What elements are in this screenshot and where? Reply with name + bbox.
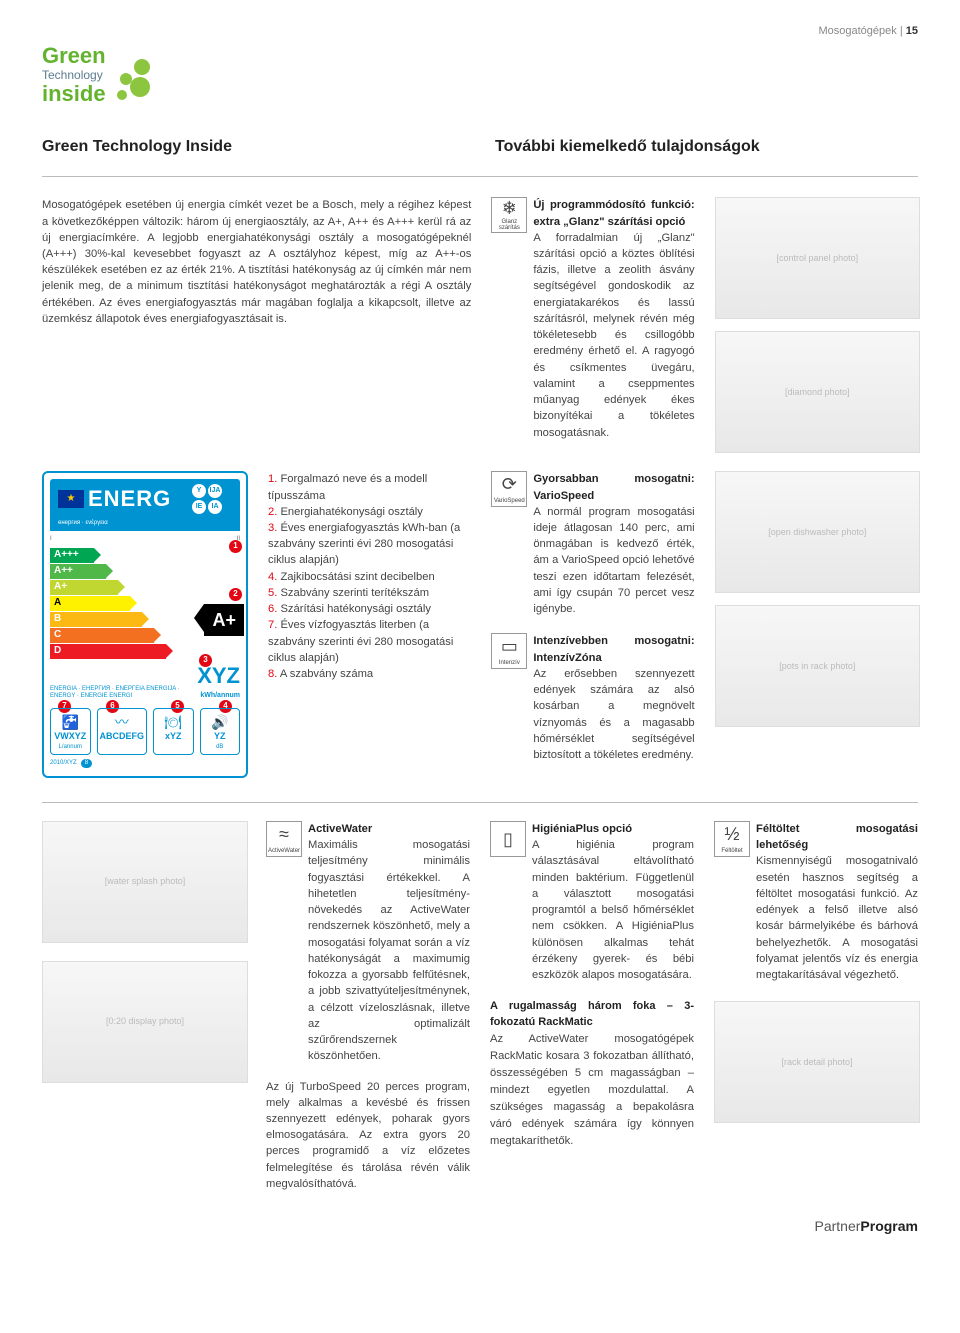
rating-a: A (50, 596, 130, 611)
feature-rackmatic: A rugalmasság három foka – 3-fokozatú Ra… (490, 999, 694, 1149)
rating-ap: A+ (50, 580, 118, 595)
panel-photo: [control panel photo] (715, 197, 920, 319)
lcd-photo: [0:20 display photo] (42, 961, 248, 1083)
mid-divider (42, 802, 918, 803)
col3-mid: ⟳VarioSpeed Gyorsabban mosogatni: VarioS… (491, 471, 694, 778)
energ-icon-noise: 🔊YZdB (200, 708, 241, 756)
feature-intenziv: ▭Intenzív Intenzívebben mosogatni: Inten… (491, 633, 694, 763)
feature-glanz: ❄Glanz szárítás Új programmódosító funkc… (491, 197, 694, 453)
higienia-body: A higiénia program választásával eltávol… (532, 839, 694, 981)
logo-line3: inside (42, 84, 106, 105)
half-load-icon: ½Féltöltet (714, 821, 750, 857)
current-rating-badge: A+ (204, 604, 244, 636)
callout-1: 1 (229, 540, 242, 553)
divider (42, 176, 918, 177)
rating-app: A++ (50, 564, 106, 579)
energ-foot-words: ENERGIA · ЕНЕРГИЯ · ΕΝΕΡΓΕΙΑ ENERGIJA · … (50, 686, 197, 699)
activewater-icon: ≈ActiveWater (266, 821, 302, 857)
bottom-col3: ▯ HigiéniaPlus opció A higiénia program … (490, 821, 694, 1192)
footer-partner-program: PartnerProgram (42, 1216, 918, 1236)
glanz-icon: ❄Glanz szárítás (491, 197, 527, 233)
energ-sub: енергия · ενέργεια (50, 519, 240, 531)
turbospeed-para: Az új TurboSpeed 20 perces program, mely… (266, 1079, 470, 1193)
variospeed-title: Gyorsabban mosogatni: VarioSpeed (533, 473, 694, 501)
rating-c: C (50, 628, 154, 643)
header-category: Mosogatógépek (818, 25, 896, 37)
energ-base: 2010/XYZ8 (50, 759, 240, 768)
rack-photo: [rack detail photo] (714, 1001, 920, 1123)
right-col-2: [open dishwasher photo] [pots in rack ph… (715, 471, 918, 778)
activewater-body: Maximális mosogatási teljesítmény minimá… (308, 839, 470, 1062)
energ-icon-place: 🍽xYZ (153, 708, 194, 756)
right-col-1: [control panel photo] [diamond photo] (715, 197, 918, 453)
energ-head: ENERG (88, 483, 171, 515)
feature-higienia: ▯ HigiéniaPlus opció A higiénia program … (490, 821, 694, 983)
variospeed-body: A normál program mosogatási ideje átlago… (533, 506, 694, 615)
green-tech-logo: Green Technology inside (42, 46, 918, 105)
feature-variospeed: ⟳VarioSpeed Gyorsabban mosogatni: VarioS… (491, 471, 694, 617)
intenziv-body: Az erősebben szennyezett edények számára… (533, 668, 694, 761)
activewater-title: ActiveWater (308, 823, 372, 835)
intenziv-title: Intenzívebben mosogatni: IntenzívZóna (533, 635, 694, 663)
half-load-body: Kismennyiségű mosogatnivaló esetén haszn… (756, 855, 918, 981)
glanz-body: A forradalmian új „Glanz" szárítási opci… (533, 232, 694, 439)
splash-photo: [water splash photo] (42, 821, 248, 943)
energy-label-container: ★ ENERG YIJAIEIA енергия · ενέργεια III … (42, 471, 248, 778)
feature-half-load: ½Féltöltet Féltöltet mosogatási lehetősé… (714, 821, 918, 983)
energ-badges: YIJAIEIA (192, 484, 232, 514)
energ-icon-water: 🚰VWXYZL/annum (50, 708, 91, 756)
half-load-title: Féltöltet mosogatási lehetőség (756, 823, 918, 851)
title-left: Green Technology Inside (42, 135, 465, 158)
callout-3: 3 (199, 654, 212, 667)
dishwasher-photo: [open dishwasher photo] (715, 471, 920, 593)
rackmatic-body: Az ActiveWater mosogatógépek RackMatic k… (490, 1033, 694, 1147)
rating-appp: A+++ (50, 548, 94, 563)
bottom-col4: ½Féltöltet Féltöltet mosogatási lehetősé… (714, 821, 918, 1192)
logo-dots-icon (110, 57, 158, 105)
variospeed-icon: ⟳VarioSpeed (491, 471, 527, 507)
energ-icon-dry: 〰ABCDEFG (97, 708, 148, 756)
title-right: További kiemelkedő tulajdonságok (465, 135, 918, 158)
feature-activewater: ≈ActiveWater ActiveWater Maximális mosog… (266, 821, 470, 1065)
eu-energy-label: ★ ENERG YIJAIEIA енергия · ενέργεια III … (42, 471, 248, 778)
logo-line1: Green (42, 46, 106, 67)
bottom-col1: [water splash photo] [0:20 display photo… (42, 821, 246, 1192)
rating-d: D (50, 644, 166, 659)
label-legend: 1. Forgalmazó neve és a modell típusszám… (268, 471, 471, 778)
bottom-col2: ≈ActiveWater ActiveWater Maximális mosog… (266, 821, 470, 1192)
callout-2: 2 (229, 588, 242, 601)
higienia-icon: ▯ (490, 821, 526, 857)
header-page: 15 (906, 25, 918, 37)
page-header: Mosogatógépek | 15 (42, 24, 918, 40)
diamond-photo: [diamond photo] (715, 331, 920, 453)
rackmatic-title: A rugalmasság három foka – 3-fokozatú Ra… (490, 1000, 694, 1028)
eu-flag-icon: ★ (58, 490, 84, 508)
rating-b: B (50, 612, 142, 627)
section-titles: Green Technology Inside További kiemelke… (42, 135, 918, 158)
pots-photo: [pots in rack photo] (715, 605, 920, 727)
glanz-title: Új programmódosító funkció: extra „Glanz… (533, 199, 694, 227)
intenziv-icon: ▭Intenzív (491, 633, 527, 669)
intro-paragraph: Mosogatógépek esetében új energia címkét… (42, 197, 471, 453)
higienia-title: HigiéniaPlus opció (532, 823, 632, 835)
